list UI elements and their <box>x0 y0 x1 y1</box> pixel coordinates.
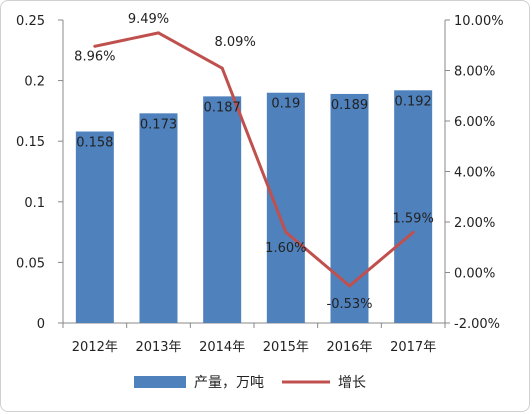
bar-data-label: 0.189 <box>331 98 368 113</box>
legend-swatch-bar <box>134 376 186 388</box>
growth-line <box>94 31 415 288</box>
bar <box>330 93 369 323</box>
bar-data-label: 0.19 <box>271 97 300 112</box>
line-point <box>93 44 97 48</box>
line-point <box>220 66 224 70</box>
legend: 产量，万吨 增长 <box>134 375 366 391</box>
line-data-label: -0.53% <box>327 297 373 312</box>
x-tick-label: 2013年 <box>135 340 181 355</box>
line-point <box>157 31 160 35</box>
line-data-label: 1.59% <box>393 211 434 226</box>
bar-data-label: 0.158 <box>76 136 113 151</box>
line-data-label: 1.60% <box>265 241 306 256</box>
axes-group: 0 0.05 0.1 0.15 0.2 0.25 -2.00% 0.00% 2.00% 4.00%… <box>16 14 504 355</box>
x-tick-label: 2017年 <box>390 340 436 355</box>
x-tick-label: 2015年 <box>263 340 309 355</box>
bar-series-group <box>75 90 433 324</box>
bar <box>266 92 305 323</box>
line-data-label: 8.96% <box>74 49 115 64</box>
bar-data-label: 0.192 <box>395 94 432 109</box>
bar <box>394 90 433 324</box>
right-tick-label: 8.00% <box>454 65 495 80</box>
line-point <box>284 230 288 234</box>
bar <box>139 113 178 323</box>
left-tick-label: 0.2 <box>24 75 45 90</box>
left-tick-label: 0.1 <box>24 196 45 211</box>
bar-data-label: 0.187 <box>204 100 241 115</box>
right-tick-label: 6.00% <box>454 115 495 130</box>
x-tick-label: 2014年 <box>199 340 245 355</box>
right-tick-label: -2.00% <box>454 317 500 332</box>
right-tick-label: 10.00% <box>454 14 504 29</box>
left-tick-label: 0.05 <box>16 256 45 271</box>
bar-data-label: 0.173 <box>140 117 177 132</box>
line-point <box>348 284 351 288</box>
data-labels-group: 0.158 0.173 0.187 0.19 0.189 0.192 8.96% 9.49% 8… <box>74 12 434 312</box>
x-tick-label: 2012年 <box>72 340 118 355</box>
x-tick-label: 2016年 <box>326 340 372 355</box>
legend-label-bar: 产量，万吨 <box>194 375 264 391</box>
line-data-label: 9.49% <box>128 12 169 27</box>
bar <box>75 131 114 323</box>
line-series-group <box>93 31 415 288</box>
right-tick-label: 2.00% <box>454 216 495 231</box>
right-tick-label: 4.00% <box>454 166 495 181</box>
left-tick-label: 0.15 <box>16 135 45 150</box>
legend-label-line: 增长 <box>338 375 366 391</box>
right-tick-label: 0.00% <box>454 267 495 282</box>
bar <box>203 96 242 323</box>
line-data-label: 8.09% <box>215 35 256 50</box>
left-tick-label: 0.25 <box>16 14 45 29</box>
left-tick-label: 0 <box>37 317 45 332</box>
line-point <box>411 230 415 234</box>
